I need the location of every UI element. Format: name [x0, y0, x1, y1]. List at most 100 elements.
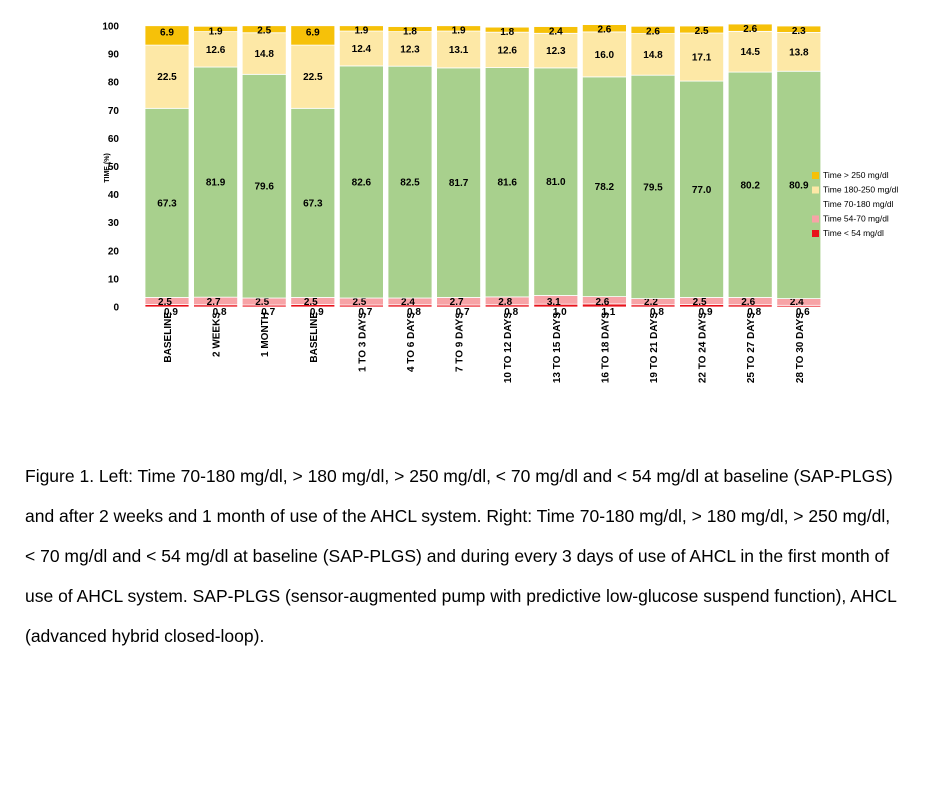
bar-segment — [582, 24, 627, 33]
bar-stack: 0.62.4 80.9 13.8 2.3 — [776, 25, 822, 318]
data-label: 82.6 — [352, 177, 372, 188]
data-label: 2.3 — [792, 26, 806, 37]
y-tick-label: 80 — [108, 78, 120, 89]
data-label: 0.7 — [358, 307, 372, 318]
category-label: 19 TO 21 DAYS — [649, 312, 660, 383]
bar-segment — [533, 67, 579, 296]
legend-swatch — [812, 186, 819, 194]
data-label: 17.1 — [692, 53, 712, 64]
data-label: 14.8 — [254, 49, 274, 60]
data-label: 2.4 — [549, 27, 563, 38]
data-label: 6.9 — [160, 28, 174, 39]
data-label: 2.6 — [597, 25, 611, 36]
data-label: 2.7 — [450, 297, 464, 308]
data-label: 14.8 — [643, 50, 663, 61]
data-label: 0.7 — [261, 307, 275, 318]
bar-stack: 0.92.5 67.3 22.5 6.9 — [144, 25, 190, 318]
legend-item: Time > 250 mg/dl — [812, 170, 889, 180]
bar-stack: 0.72.579.614.82.5 — [241, 25, 287, 318]
data-label: 2.5 — [304, 297, 318, 308]
data-label: 22.5 — [303, 72, 323, 83]
legend-item: Time 70-180 mg/dl — [812, 199, 894, 209]
data-label: 0.8 — [213, 307, 227, 318]
data-label: 77.0 — [692, 185, 712, 196]
data-label: 12.6 — [206, 45, 226, 56]
y-tick-label: 10 — [108, 274, 120, 285]
data-label: 81.9 — [206, 178, 226, 189]
bar-stack: 0.72.7 81.7 13.1 1.9 — [436, 25, 482, 318]
data-label: 12.4 — [352, 44, 372, 55]
bar-segment — [679, 25, 724, 34]
category-label: 16 TO 18 DAYS — [600, 312, 611, 383]
y-tick-label: 20 — [108, 246, 120, 257]
data-label: 1.8 — [403, 27, 417, 38]
data-label: 1.1 — [601, 307, 615, 318]
bar-stack: 0.82.2 79.5 14.8 2.6 — [630, 25, 676, 318]
bar-segment — [144, 44, 190, 109]
bar-stack: 0.82.8 81.6 12.6 1.8 — [484, 26, 530, 318]
category-labels: BASELINE 2 WEEKS 1 MONTH BASELINE 1 TO 3 DAY… — [163, 312, 806, 383]
data-label: 2.6 — [743, 24, 757, 35]
data-label: 6.9 — [306, 28, 320, 39]
bar-segment — [241, 25, 287, 34]
legend-label: Time 70-180 mg/dl — [823, 199, 894, 209]
bar-segment — [387, 65, 433, 299]
figure-caption: Figure 1. Left: Time 70-180 mg/dl, > 180… — [25, 466, 897, 646]
bar-segment — [776, 25, 822, 33]
data-label: 16.0 — [595, 50, 615, 61]
bar-segment — [290, 25, 336, 46]
data-label: 2.4 — [790, 297, 804, 308]
category-label: 22 TO 24 DAYS — [698, 312, 709, 383]
category-label: BASELINE — [309, 312, 320, 363]
legend-item: Time 180-250 mg/dl — [812, 185, 898, 195]
legend-swatch — [812, 172, 819, 179]
data-label: 2.5 — [255, 297, 269, 308]
data-label: 1.9 — [209, 26, 223, 37]
bar-segment — [630, 25, 676, 34]
y-tick-label: 100 — [102, 22, 119, 33]
y-tick-label: 30 — [108, 218, 120, 229]
data-label: 0.8 — [747, 307, 761, 318]
data-label: 0.9 — [699, 307, 713, 318]
data-label: 22.5 — [157, 72, 177, 83]
data-label: 80.9 — [789, 180, 809, 191]
category-label: 7 TO 9 DAYS — [455, 312, 466, 372]
data-label: 82.5 — [400, 178, 420, 189]
bar-segment — [193, 31, 239, 68]
bar-segment — [338, 25, 384, 32]
data-label: 2.5 — [158, 297, 172, 308]
data-label: 2.5 — [352, 297, 366, 308]
data-label: 12.3 — [546, 46, 566, 57]
data-label: 0.8 — [504, 307, 518, 318]
category-label: 28 TO 30 DAYS — [795, 312, 806, 383]
bar-segment — [582, 76, 627, 298]
data-label: 0.9 — [310, 307, 324, 318]
y-tick-label: 40 — [108, 190, 120, 201]
y-tick-label: 90 — [108, 50, 120, 61]
bar-segment — [387, 26, 433, 33]
y-tick-label: 50 — [108, 162, 120, 173]
category-label: 25 TO 27 DAYS — [746, 312, 757, 383]
bar-segment — [484, 26, 530, 33]
data-label: 0.9 — [164, 307, 178, 318]
data-label: 2.5 — [257, 26, 271, 37]
bar-stack: 0.82.680.214.52.6 — [727, 23, 773, 318]
bar-segment — [776, 32, 822, 72]
data-label: 2.6 — [646, 26, 660, 37]
data-label: 79.5 — [643, 182, 663, 193]
category-label: BASELINE — [163, 312, 174, 363]
bar-stack: 0.82.7 81.9 12.6 1.9 — [193, 25, 239, 318]
bar-segment — [727, 23, 773, 32]
bar-segment — [193, 66, 239, 298]
bar-segment — [533, 26, 579, 34]
data-label: 80.2 — [740, 180, 760, 191]
bar-segment — [387, 31, 433, 67]
legend-swatch — [812, 230, 819, 237]
bar-segment — [679, 80, 724, 298]
y-axis: 0 10 20 30 40 50 60 70 80 90 100 — [102, 22, 119, 314]
data-label: 79.6 — [254, 182, 274, 193]
bar-segment — [241, 73, 287, 299]
legend-swatch — [812, 201, 819, 208]
data-label: 13.1 — [449, 45, 469, 56]
